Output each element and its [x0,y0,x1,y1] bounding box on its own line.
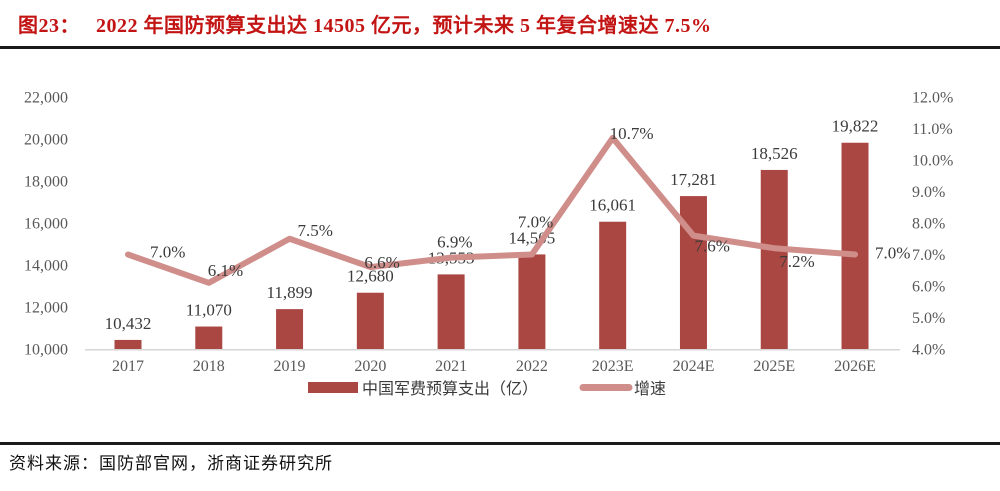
growth-point-label: 7.5% [298,221,333,240]
right-axis-tick-label: 10.0% [912,153,953,170]
budget-bar [679,196,707,349]
budget-bar [599,221,627,349]
x-axis-tick-label: 2020 [354,358,386,375]
left-axis-tick-label: 20,000 [24,132,68,149]
growth-line [125,134,859,286]
right-axis-tick-label: 6.0% [912,279,945,296]
budget-bar [276,309,304,349]
growth-point-label: 6.1% [208,261,243,280]
growth-point-label: 7.0% [150,243,185,262]
growth-point-label: 6.9% [437,233,472,252]
left-axis-tick-label: 16,000 [24,216,68,233]
growth-point-label: 7.0% [518,213,553,232]
legend-bar-swatch [308,382,358,393]
footer-divider [0,442,1000,445]
growth-point-label: 7.0% [875,244,910,263]
left-axis-tick-label: 18,000 [24,174,68,191]
bar-value-label: 19,822 [832,117,879,136]
left-axis-tick-label: 14,000 [24,258,68,275]
bar-value-label: 12,680 [347,267,394,286]
growth-point-label: 7.6% [694,237,729,256]
budget-bar [195,326,223,349]
figure-title: 图23： 2022 年国防预算支出达 14505 亿元，预计未来 5 年复合增速达… [18,9,712,38]
x-axis-tick-label: 2018 [193,358,225,375]
figure-caption: 2022 年国防预算支出达 14505 亿元，预计未来 5 年复合增速达 7.5… [96,15,712,37]
bar-value-label: 18,526 [751,144,798,163]
budget-bar [437,274,465,349]
figure-number: 图23： [18,15,80,37]
bar-value-label: 17,281 [670,170,717,189]
bar-value-label: 11,899 [266,283,312,302]
x-axis-tick-label: 2023E [592,358,634,375]
bar-value-label: 10,432 [105,314,152,333]
budget-bar [518,254,546,349]
x-axis-tick-label: 2017 [112,358,144,375]
x-axis-tick-label: 2025E [753,358,795,375]
right-axis-tick-label: 8.0% [912,216,945,233]
right-axis-tick-label: 7.0% [912,247,945,264]
right-axis-tick-label: 11.0% [912,121,953,138]
right-axis-tick-label: 5.0% [912,310,945,327]
budget-bar [114,339,142,349]
left-axis-tick-label: 22,000 [24,90,68,107]
x-axis-tick-label: 2021 [435,358,467,375]
bar-value-label: 16,061 [589,196,636,215]
x-axis-tick-label: 2026E [834,358,876,375]
legend-line-label: 增速 [634,380,666,398]
defense-budget-chart: 22,000 20,000 18,000 16,000 14,000 12,000 10,0… [24,90,953,399]
right-axis-tick-label: 9.0% [912,184,945,201]
x-axis-tick-label: 2019 [274,358,306,375]
legend-bar-label: 中国军费预算支出（亿） [362,379,538,398]
budget-bar [760,169,788,349]
budget-bar [356,292,384,349]
x-axis-tick-label: 2024E [673,358,715,375]
title-divider [0,46,1000,49]
source-note: 资料来源：国防部官网，浙商证券研究所 [9,454,333,473]
right-axis-tick-label: 4.0% [912,342,945,359]
left-axis-tick-label: 10,000 [24,342,68,359]
x-axis-tick-label: 2022 [516,358,548,375]
left-axis-tick-label: 12,000 [24,300,68,317]
bar-value-label: 11,070 [186,301,232,320]
growth-point-label: 10.7% [610,124,654,143]
growth-point-label: 7.2% [779,252,814,271]
growth-point-label: 6.6% [364,253,399,272]
right-axis-tick-label: 12.0% [912,90,953,107]
budget-bar [841,142,869,349]
